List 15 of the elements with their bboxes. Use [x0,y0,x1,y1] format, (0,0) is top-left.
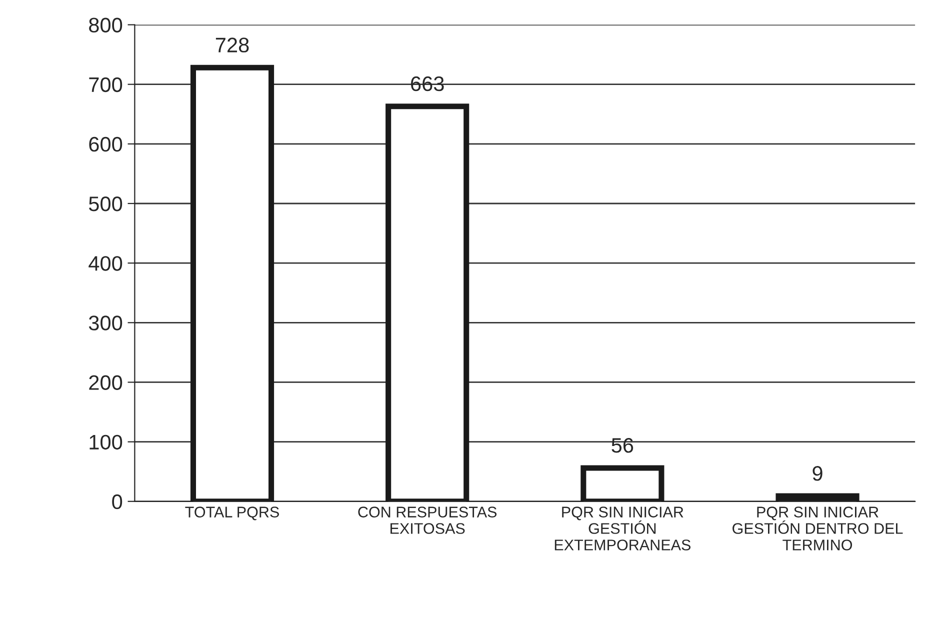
y-tick-label: 100 [90,434,122,450]
x-tick-label: CON RESPUESTAS EXITOSAS [358,506,497,534]
x-tick-label: TOTAL PQRS [185,506,279,520]
data-label: 728 [216,38,249,52]
y-tick-label: 600 [89,136,122,152]
y-tick-label: 300 [88,316,122,330]
x-tick-label: PQR SIN INICIAR GESTIÓN EXTEMPORANEAS [554,506,690,550]
y-tick-label: 500 [88,196,122,212]
data-label: 9 [812,466,822,481]
y-tick-label: 800 [89,18,122,33]
x-tick-label: PQR SIN INICIAR GESTIÓN DENTRO DEL TERMINO [732,506,903,550]
y-tick-label: 400 [88,256,122,271]
y-tick-label: 200 [89,375,122,390]
y-tick-label: 700 [89,77,122,92]
y-tick-label: 0 [112,494,122,510]
